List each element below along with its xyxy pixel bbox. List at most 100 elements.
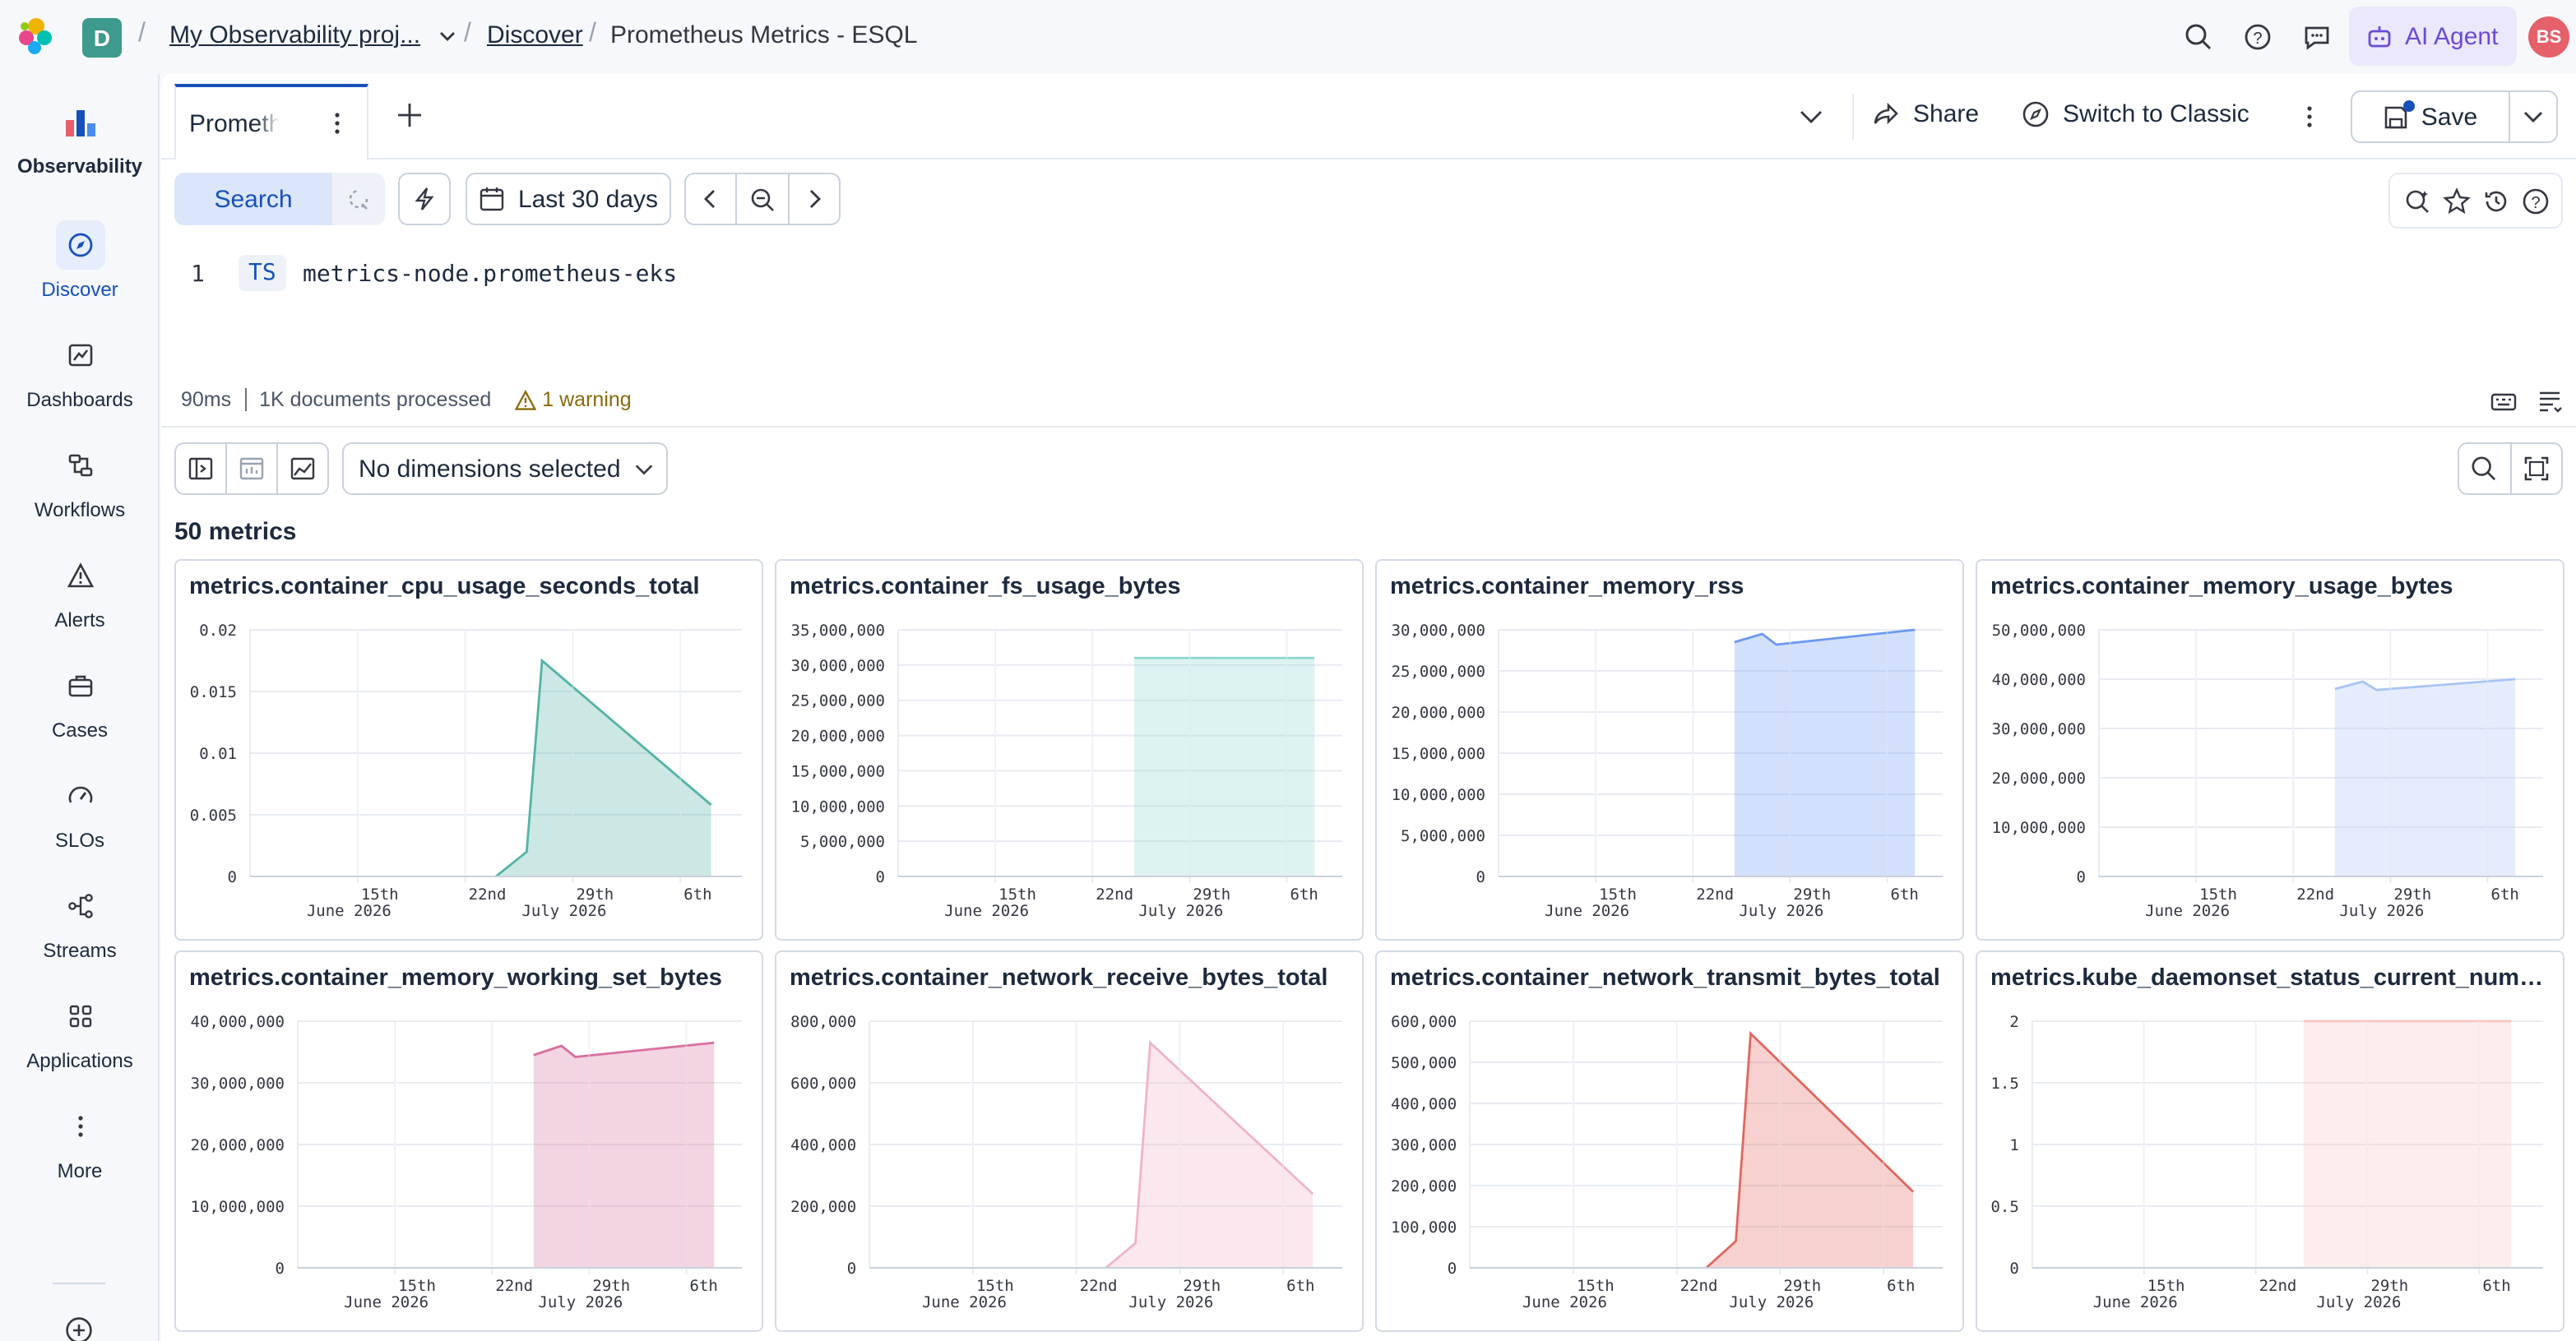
y-tick-label: 200,000 [1391, 1177, 1457, 1195]
more-vertical-icon[interactable] [2296, 104, 2323, 130]
refresh-button[interactable] [332, 173, 385, 225]
x-tick-sublabel: June 2026 [922, 1293, 1007, 1311]
y-tick-label: 0.01 [199, 745, 237, 763]
status-divider [244, 388, 247, 411]
metric-chart-card[interactable]: metrics.container_cpu_usage_seconds_tota… [174, 559, 763, 941]
date-picker-button[interactable]: Last 30 days [466, 173, 671, 225]
sidebar-item-dashboards[interactable]: Dashboards [0, 331, 160, 411]
y-tick-label: 0 [1476, 868, 1485, 886]
search-icon[interactable] [2181, 20, 2214, 53]
keyboard-icon[interactable] [2490, 388, 2517, 414]
ai-agent-button[interactable]: AI Agent [2349, 7, 2517, 66]
fullscreen-icon [2524, 456, 2548, 481]
sidebar-item-cases[interactable]: Cases [0, 661, 160, 742]
previous-period-button[interactable] [686, 174, 738, 224]
space-avatar[interactable]: D [82, 18, 122, 58]
x-tick-sublabel: July 2026 [2316, 1293, 2401, 1311]
chart-title: metrics.container_fs_usage_bytes [790, 574, 1181, 600]
main-content: Prometheus Metrics - ESQL Share Switch t… [161, 74, 2576, 1341]
breadcrumb-current: Prometheus Metrics - ESQL [610, 21, 918, 49]
warning-link[interactable]: 1 warning [514, 388, 632, 411]
sidebar-item-slos[interactable]: SLOs [0, 771, 160, 852]
ai-agent-label: AI Agent [2405, 22, 2499, 50]
histogram-toggle-button[interactable] [227, 444, 278, 493]
y-tick-label: 0.015 [190, 683, 237, 701]
add-tab-icon[interactable] [395, 100, 424, 130]
dimensions-select[interactable]: No dimensions selected [342, 442, 668, 495]
metrics-grid-button[interactable] [278, 444, 327, 493]
x-tick-sublabel: June 2026 [1522, 1293, 1607, 1311]
next-period-button[interactable] [789, 174, 839, 224]
x-tick-sublabel: June 2026 [307, 902, 391, 920]
metric-chart-card[interactable]: metrics.container_memory_working_set_byt… [174, 950, 763, 1332]
search-metrics-button[interactable] [2459, 444, 2511, 493]
metric-chart-card[interactable]: metrics.container_memory_rss 0 5,000,000 10… [1375, 559, 1964, 941]
observability-logo-icon [55, 97, 104, 146]
date-navigation [684, 173, 841, 225]
compass-icon [2022, 101, 2049, 127]
metric-chart-card[interactable]: metrics.kube_daemonset_status_current_nu… [1976, 950, 2564, 1332]
user-avatar[interactable]: BS [2528, 16, 2569, 58]
metric-chart-card[interactable]: metrics.container_memory_usage_bytes 0 10,… [1976, 559, 2564, 941]
x-tick-sublabel: July 2026 [1128, 1293, 1213, 1311]
save-button[interactable]: Save [2352, 92, 2510, 141]
add-circle-icon[interactable] [64, 1316, 94, 1341]
x-tick-label: 22nd [1080, 1277, 1118, 1295]
y-tick-label: 35,000,000 [791, 622, 885, 640]
sidebar-item-alerts[interactable]: Alerts [0, 551, 160, 631]
esql-editor[interactable]: 1 TS metrics-node.prometheus-eks [161, 238, 2576, 386]
feedback-chat-icon[interactable] [2300, 20, 2333, 53]
elastic-logo-icon[interactable] [16, 16, 56, 56]
tab-prometheus-metrics[interactable]: Prometheus Metrics - ESQL [174, 84, 368, 160]
svg-text:?: ? [2252, 29, 2261, 47]
collapse-sidebar-button[interactable] [176, 444, 227, 493]
apps-grid-icon [55, 992, 104, 1041]
y-tick-label: 20,000,000 [1992, 770, 2086, 788]
sidebar-item-discover[interactable]: Discover [0, 220, 160, 301]
metric-chart-card[interactable]: metrics.container_network_transmit_bytes… [1375, 950, 1964, 1332]
series-area [1734, 630, 1916, 876]
more-vertical-icon [55, 1102, 104, 1151]
share-button[interactable]: Share [1872, 100, 1979, 128]
switch-to-classic-button[interactable]: Switch to Classic [2022, 100, 2249, 128]
save-disk-icon [2384, 105, 2407, 128]
panel-toggle-icon [188, 457, 213, 480]
y-tick-label: 25,000,000 [791, 692, 885, 710]
breadcrumb-project[interactable]: My Observability proj... [169, 21, 421, 49]
save-options-button[interactable] [2510, 92, 2556, 141]
help-icon[interactable]: ? [2240, 20, 2273, 53]
sidebar-item-workflows[interactable]: Workflows [0, 441, 160, 521]
compass-icon [55, 220, 104, 270]
help-icon[interactable]: ? [2521, 187, 2549, 215]
ai-assist-icon[interactable] [2402, 187, 2430, 215]
chevron-left-icon [704, 190, 716, 208]
x-tick-label: 15th [1599, 886, 1637, 904]
quick-actions-button[interactable] [398, 173, 451, 225]
breadcrumb-discover[interactable]: Discover [487, 21, 583, 49]
zoom-out-button[interactable] [738, 174, 790, 224]
documentation-icon[interactable] [2537, 388, 2563, 414]
chevron-down-icon[interactable] [438, 26, 457, 46]
sidebar-item-streams[interactable]: Streams [0, 881, 160, 962]
y-tick-label: 600,000 [790, 1075, 856, 1093]
fullscreen-button[interactable] [2511, 444, 2561, 493]
gauge-icon [55, 771, 104, 821]
sidebar-item-applications[interactable]: Applications [0, 992, 160, 1072]
series-line [1105, 1040, 1314, 1269]
metric-chart-card[interactable]: metrics.container_fs_usage_bytes 0 5,000,0… [775, 559, 1364, 941]
sidebar-item-observability[interactable]: Observability [0, 97, 160, 178]
metric-chart-card[interactable]: metrics.container_network_receive_bytes_… [775, 950, 1364, 1332]
sidebar-item-more[interactable]: More [0, 1102, 160, 1182]
tab-menu-icon[interactable] [324, 110, 350, 136]
history-icon[interactable] [2481, 187, 2509, 215]
x-tick-label: 6th [683, 886, 711, 904]
lightning-icon [415, 187, 434, 210]
x-tick-label: 29th [592, 1277, 630, 1295]
x-tick-label: 29th [1783, 1277, 1821, 1295]
x-tick-label: 22nd [495, 1277, 533, 1295]
y-tick-label: 40,000,000 [1992, 671, 2086, 689]
chevron-down-icon[interactable] [1798, 104, 1824, 130]
search-button[interactable]: Search [174, 173, 332, 225]
star-icon[interactable] [2442, 187, 2470, 215]
